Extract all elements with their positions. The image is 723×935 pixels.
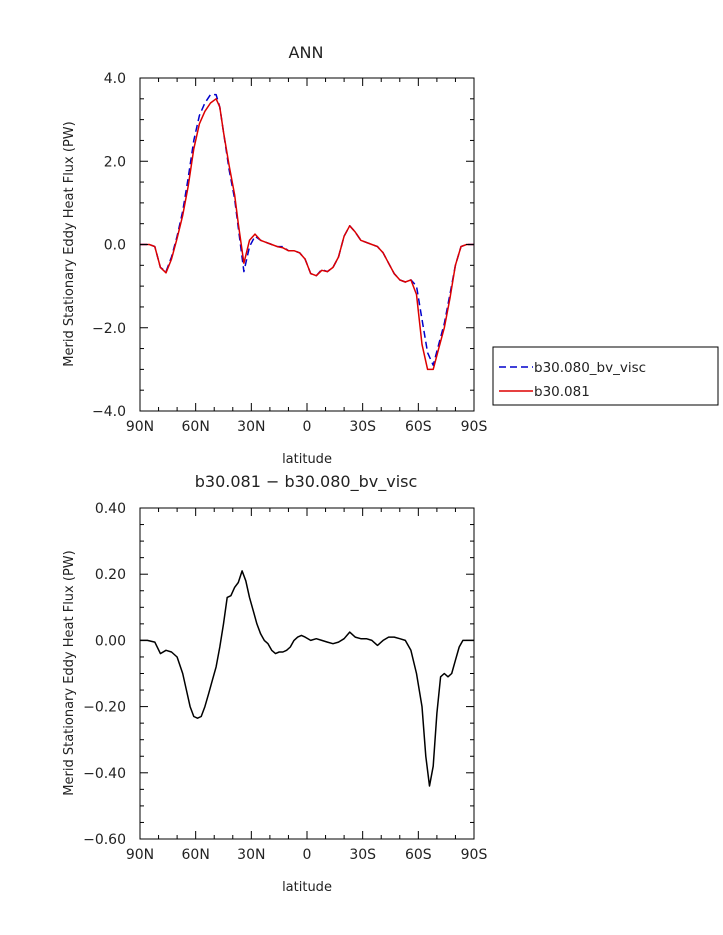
y-tick-label: −2.0: [92, 321, 126, 337]
chart-bottom-title: b30.081 − b30.080_bv_visc: [195, 472, 418, 492]
legend-box: [492, 346, 719, 406]
y-tick-label: −4.0: [92, 404, 126, 420]
y-tick-label: −0.40: [83, 766, 126, 782]
chart-bottom-x-tick-labels: 90N 60N 30N 0 30S 60S 90S: [126, 847, 488, 863]
y-tick-label: 4.0: [104, 71, 126, 87]
chart-bottom-xlabel: latitude: [282, 880, 332, 895]
series-line-b30.081: [140, 98, 474, 371]
y-tick-label: 0.40: [95, 501, 126, 517]
x-tick-label: 60N: [182, 419, 210, 435]
chart-top-x-tick-labels: 90N 60N 30N 0 30S 60S 90S: [126, 419, 488, 435]
legend-label-b30.081: b30.081: [534, 384, 590, 400]
x-tick-label: 60N: [182, 847, 210, 863]
y-tick-label: 0.0: [104, 238, 126, 254]
x-tick-label: 30S: [349, 847, 376, 863]
x-tick-label: 90S: [461, 847, 488, 863]
chart-bottom-ticks: [139, 507, 475, 840]
x-tick-label: 60S: [405, 847, 432, 863]
y-tick-label: −0.60: [83, 832, 126, 848]
chart-top-xlabel: latitude: [282, 452, 332, 467]
y-tick-label: −0.20: [83, 700, 126, 716]
legend-label-b30.080_bv_visc: b30.080_bv_visc: [534, 360, 646, 376]
y-tick-label: 2.0: [104, 154, 126, 170]
chart-top-ticks: [139, 77, 475, 412]
chart-bottom-plot: [140, 570, 474, 787]
y-tick-label: 0.20: [95, 567, 126, 583]
chart-top-plot: [140, 93, 474, 371]
chart-bottom-y-tick-labels: 0.40 0.20 0.00 −0.20 −0.40 −0.60: [83, 501, 126, 848]
x-tick-label: 60S: [405, 419, 432, 435]
x-tick-label: 90N: [126, 847, 154, 863]
series-line-b30.080_bv_visc: [140, 93, 474, 366]
chart-top-frame: [139, 77, 475, 412]
x-tick-label: 30N: [237, 419, 265, 435]
x-tick-label: 30S: [349, 419, 376, 435]
x-tick-label: 30N: [237, 847, 265, 863]
chart-bottom: b30.081 − b30.080_bv_visc 90N 60N 30N 0 30S 6…: [62, 472, 487, 895]
chart-bottom-ylabel: Merid Stationary Eddy Heat Flux (PW): [62, 550, 77, 795]
legend: b30.080_bv_visc b30.081: [492, 346, 719, 406]
chart-top-title: ANN: [289, 43, 324, 62]
chart-top-ylabel: Merid Stationary Eddy Heat Flux (PW): [62, 121, 77, 366]
x-tick-label: 90S: [461, 419, 488, 435]
x-tick-label: 0: [303, 847, 312, 863]
y-tick-label: 0.00: [95, 633, 126, 649]
x-tick-label: 0: [303, 419, 312, 435]
x-tick-label: 90N: [126, 419, 154, 435]
series-line-difference: [140, 570, 474, 787]
chart-bottom-frame: [139, 507, 475, 840]
chart-top-y-tick-labels: 4.0 2.0 0.0 −2.0 −4.0: [92, 71, 126, 420]
chart-top: ANN 90N 60N 30N 0 30S 60S 90S 4.0 2.0 0.0 −2.0 −4.…: [62, 43, 487, 467]
